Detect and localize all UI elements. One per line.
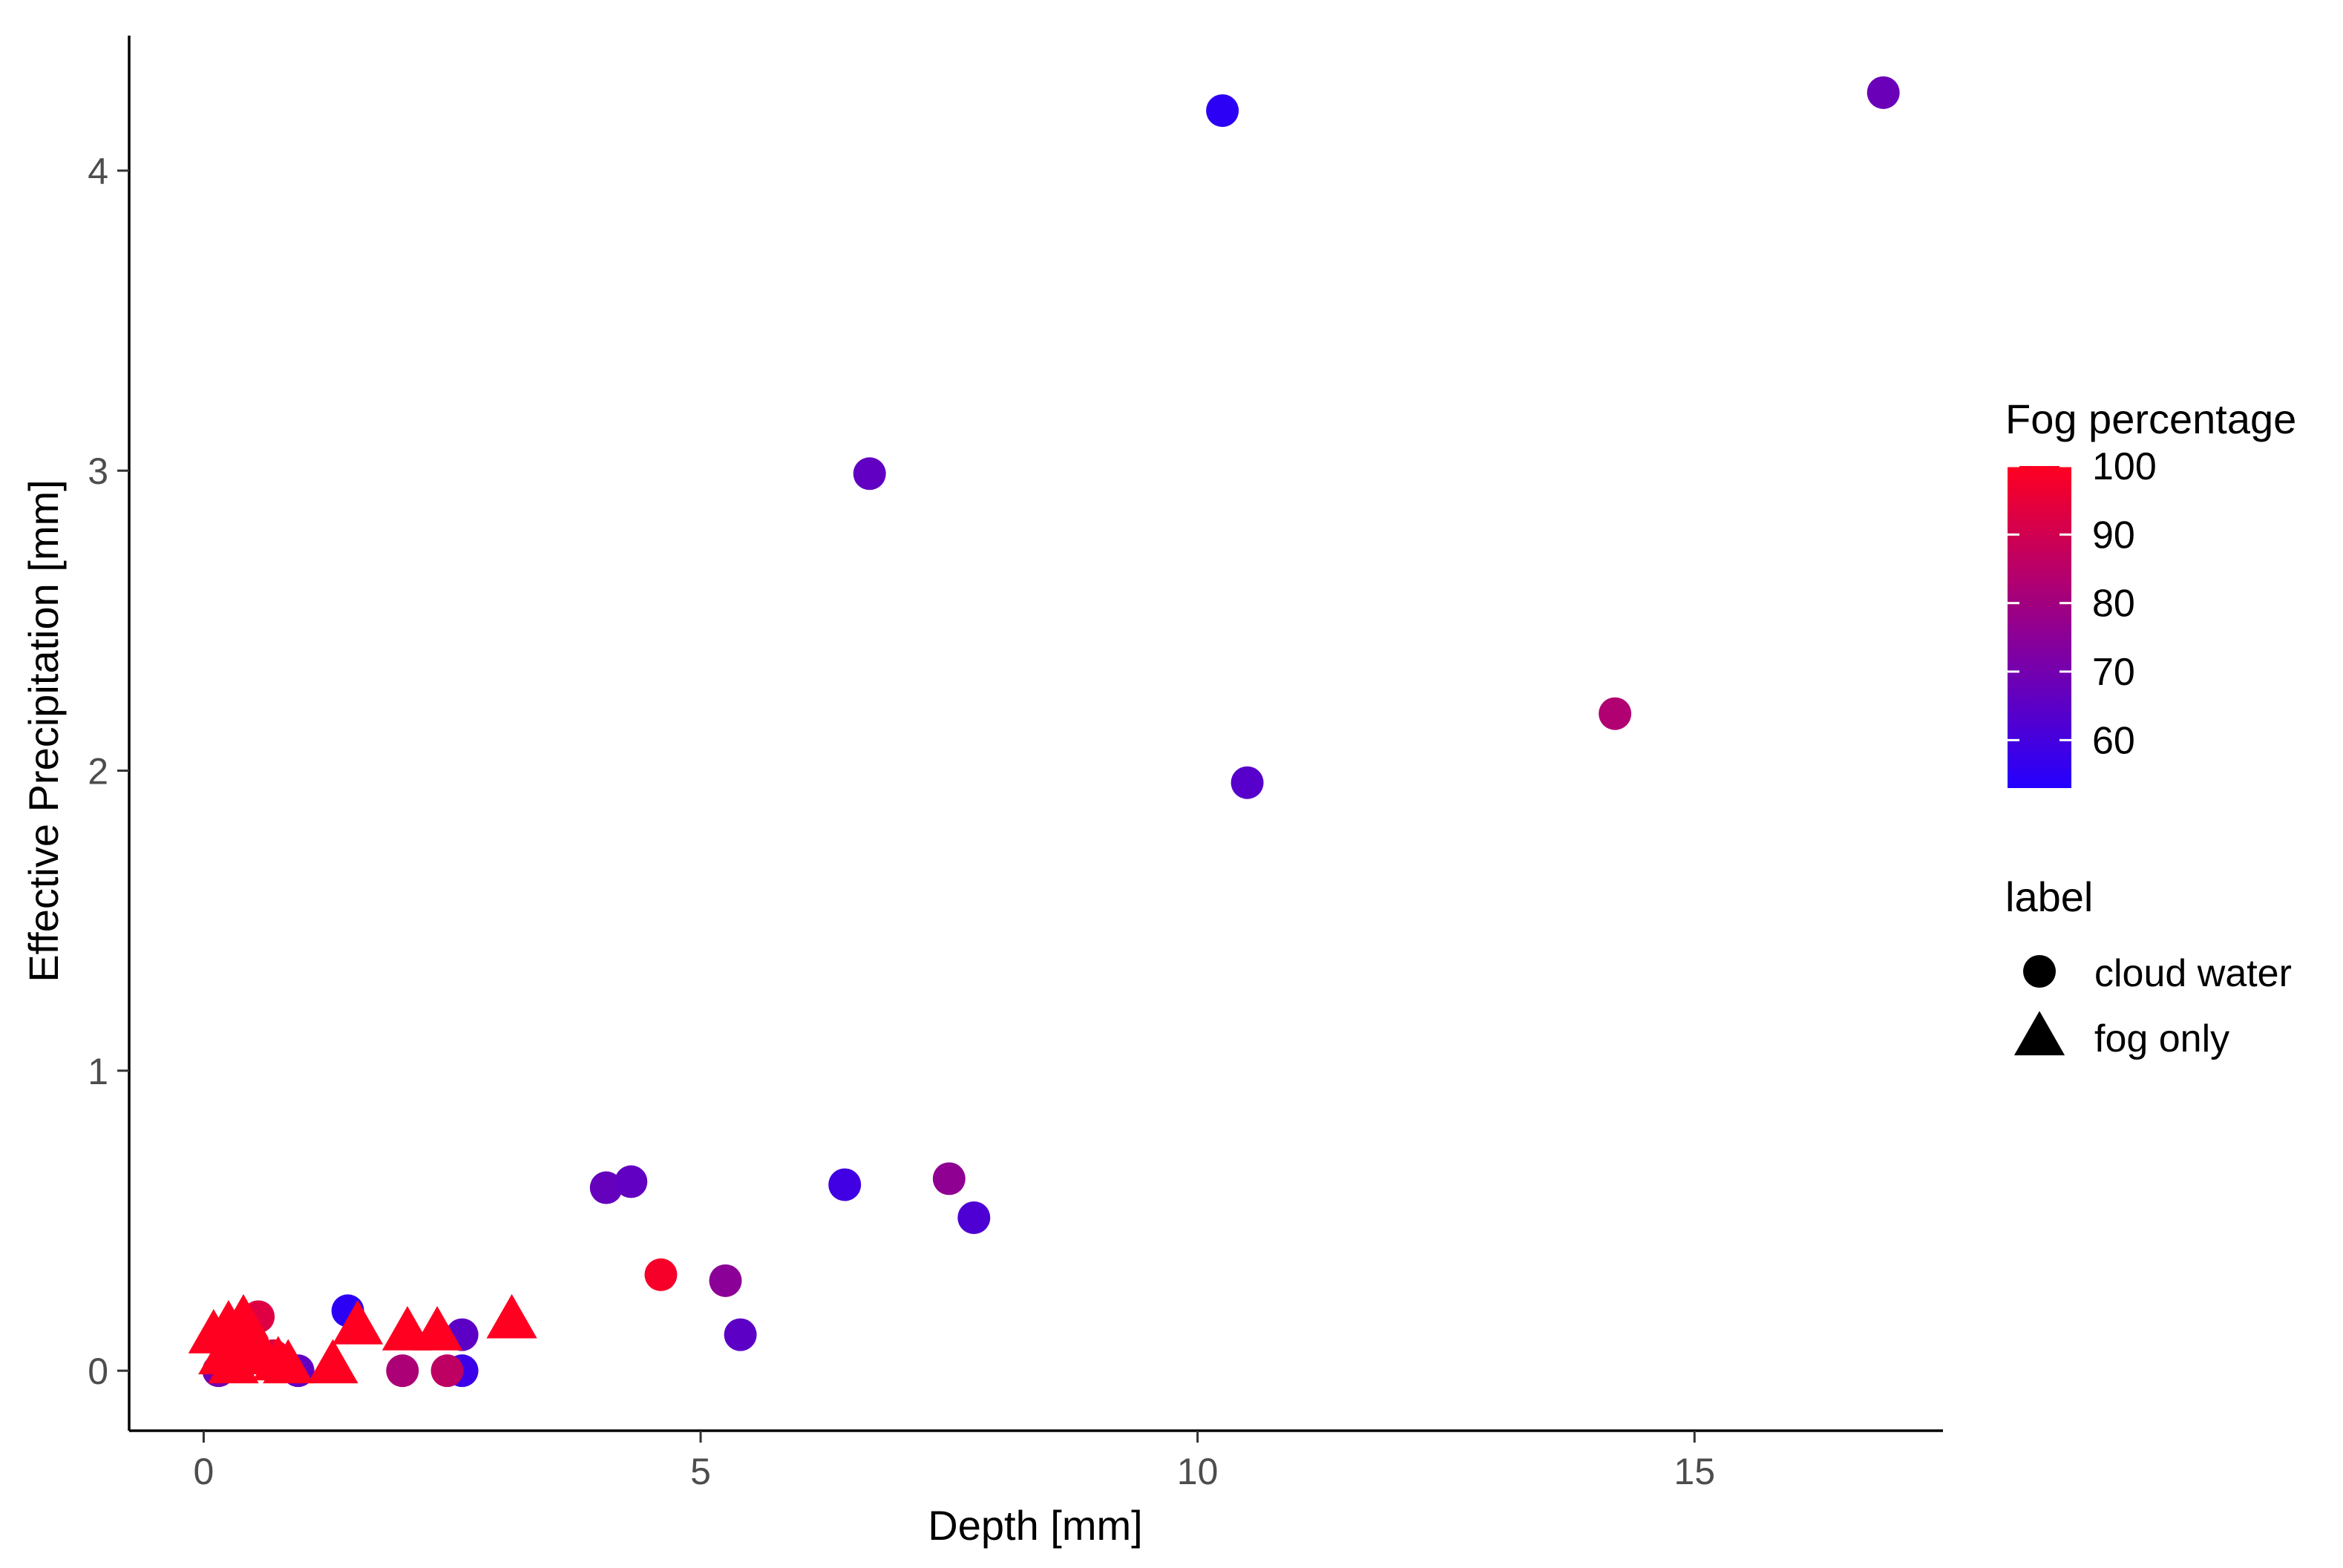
colorbar [2008, 466, 2071, 788]
plot-axes: 0 5 10 15 0 1 2 3 4 [88, 36, 1943, 1492]
circle-point [1206, 94, 1239, 128]
triangle-point [198, 1330, 249, 1375]
x-tick-label: 5 [690, 1451, 711, 1492]
legend-triangle-icon [2013, 1011, 2065, 1056]
triangle-point [412, 1305, 463, 1351]
circle-point [1599, 697, 1632, 730]
circle-point [932, 1162, 966, 1195]
y-tick-label: 0 [88, 1351, 108, 1392]
x-axis-title: Depth [mm] [928, 1502, 1142, 1549]
circle-point [853, 457, 886, 491]
shape-legend: label cloud water fog only [2005, 873, 2292, 1060]
circle-point [957, 1201, 991, 1234]
legend-circle-icon [2023, 955, 2056, 988]
color-legend-title: Fog percentage [2005, 396, 2296, 442]
circle-point [1231, 766, 1264, 799]
y-tick-label: 2 [88, 751, 108, 793]
legend-item-label: fog only [2094, 1017, 2229, 1060]
circle-point [615, 1165, 648, 1198]
colorbar-tick-label: 60 [2092, 719, 2135, 762]
y-axis-title: Effective Precipitation [mm] [20, 479, 67, 982]
triangle-point [486, 1293, 537, 1339]
triangle-point [332, 1299, 384, 1345]
legend-item-label: cloud water [2094, 952, 2292, 995]
circle-point [430, 1354, 464, 1388]
y-tick-label: 1 [88, 1051, 108, 1092]
y-tick-label: 4 [88, 151, 108, 192]
x-tick-label: 15 [1674, 1451, 1715, 1492]
y-tick-label: 3 [88, 450, 108, 492]
circle-point [1867, 76, 1900, 109]
color-legend: Fog percentage 100 90 80 70 60 [2005, 396, 2296, 788]
x-tick-label: 10 [1177, 1451, 1219, 1492]
triangle-point [307, 1339, 358, 1384]
circle-point [386, 1354, 419, 1388]
circle-point [724, 1318, 757, 1351]
x-tick-label: 0 [194, 1451, 214, 1492]
shape-legend-title: label [2005, 873, 2093, 920]
plot-marks [188, 76, 1900, 1388]
colorbar-tick-label: 100 [2092, 445, 2157, 488]
colorbar-tick-label: 80 [2092, 583, 2135, 626]
triangle-point [263, 1339, 314, 1384]
circle-point [709, 1264, 742, 1297]
colorbar-tick-label: 90 [2092, 514, 2135, 557]
circle-point [644, 1258, 678, 1291]
colorbar-tick-label: 70 [2092, 651, 2135, 694]
circle-point [828, 1168, 862, 1201]
circle-point [589, 1171, 623, 1204]
